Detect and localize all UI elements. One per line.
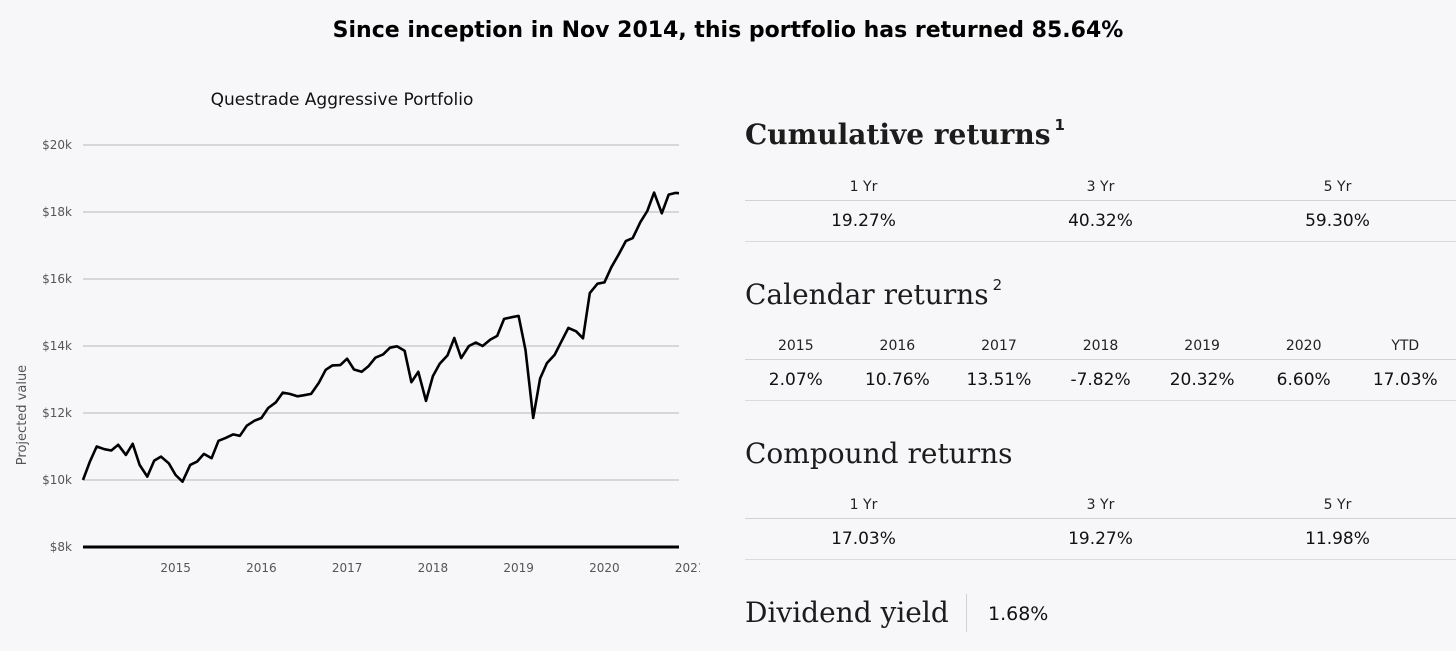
dividend-yield-title: Dividend yield — [745, 596, 949, 629]
value-3yr: 19.27% — [1068, 529, 1133, 549]
divider — [966, 594, 967, 632]
header-1yr: 1 Yr — [849, 179, 878, 195]
y-tick-label: $14k — [42, 339, 72, 353]
footnote-marker: 1 — [1054, 115, 1065, 134]
header-ytd: YTD — [1391, 338, 1420, 354]
table-value-row: 17.03% 19.27% 11.98% — [745, 519, 1456, 560]
calendar-returns-title-text: Calendar returns — [745, 278, 989, 311]
table-value-row: 19.27% 40.32% 59.30% — [745, 201, 1456, 242]
y-tick-label: $10k — [42, 473, 72, 487]
cumulative-returns-table: 1 Yr 3 Yr 5 Yr 19.27% 40.32% 59.30% — [745, 174, 1456, 242]
portfolio-value-chart: Questrade Aggressive Portfolio Projected… — [15, 90, 700, 575]
value-ytd: 17.03% — [1372, 370, 1438, 390]
calendar-returns-table: 2015 2016 2017 2018 2019 2020 YTD 2.07% … — [745, 333, 1456, 401]
header-3yr: 3 Yr — [1086, 179, 1115, 195]
table-header-row: 1 Yr 3 Yr 5 Yr — [745, 174, 1456, 201]
x-tick-label: 2015 — [160, 561, 191, 575]
x-tick-label: 2019 — [503, 561, 534, 575]
y-tick-label: $8k — [50, 540, 72, 554]
value-3yr: 40.32% — [1068, 211, 1133, 231]
compound-returns-title-text: Compound returns — [745, 437, 1013, 470]
y-tick-label: $18k — [42, 205, 72, 219]
page-headline: Since inception in Nov 2014, this portfo… — [332, 18, 1124, 43]
footnote-marker: 2 — [992, 275, 1003, 294]
header-5yr: 5 Yr — [1323, 497, 1352, 513]
x-tick-label: 2020 — [589, 561, 620, 575]
cumulative-returns-title-text: Cumulative returns — [745, 118, 1051, 151]
header-2020: 2020 — [1285, 338, 1322, 354]
value-2019: 20.32% — [1169, 370, 1235, 390]
header-3yr: 3 Yr — [1086, 497, 1115, 513]
x-tick-label: 2018 — [418, 561, 449, 575]
header-2019: 2019 — [1184, 338, 1220, 354]
y-tick-label: $12k — [42, 406, 72, 420]
header-2017: 2017 — [981, 338, 1017, 354]
value-2018: -7.82% — [1070, 370, 1131, 390]
compound-returns-title: Compound returns — [745, 437, 1013, 470]
table-header-row: 1 Yr 3 Yr 5 Yr — [745, 492, 1456, 519]
cumulative-returns-title: Cumulative returns 1 — [745, 115, 1065, 151]
header-2015: 2015 — [777, 338, 814, 354]
dividend-yield-value: 1.68% — [988, 603, 1049, 625]
compound-returns-table: 1 Yr 3 Yr 5 Yr 17.03% 19.27% 11.98% — [745, 492, 1456, 560]
x-tick-label: 2017 — [332, 561, 363, 575]
y-tick-label: $16k — [42, 272, 72, 286]
x-tick-label: 2021 — [675, 561, 700, 575]
value-2017: 13.51% — [966, 370, 1032, 390]
y-axis-label: Projected value — [15, 365, 30, 465]
grid-layer — [83, 144, 679, 549]
value-1yr: 19.27% — [831, 211, 896, 231]
header-2018: 2018 — [1082, 338, 1119, 354]
header-1yr: 1 Yr — [849, 497, 878, 513]
chart-title: Questrade Aggressive Portfolio — [211, 90, 474, 110]
calendar-returns-title: Calendar returns 2 — [745, 275, 1003, 311]
value-5yr: 59.30% — [1305, 211, 1370, 231]
table-value-row: 2.07% 10.76% 13.51% -7.82% 20.32% 6.60% … — [745, 360, 1456, 401]
y-tick-label: $20k — [42, 138, 72, 152]
value-1yr: 17.03% — [831, 529, 896, 549]
value-2016: 10.76% — [864, 370, 930, 390]
value-2020: 6.60% — [1276, 370, 1331, 390]
value-5yr: 11.98% — [1305, 529, 1370, 549]
table-header-row: 2015 2016 2017 2018 2019 2020 YTD — [745, 333, 1456, 360]
tick-layer: $8k $10k $12k $14k $16k $18k $20k 2015 2016 2017 2… — [42, 138, 700, 575]
x-tick-label: 2016 — [246, 561, 277, 575]
series-line-portfolio — [81, 191, 680, 483]
value-2015: 2.07% — [768, 370, 823, 390]
header-5yr: 5 Yr — [1323, 179, 1352, 195]
header-2016: 2016 — [879, 338, 916, 354]
